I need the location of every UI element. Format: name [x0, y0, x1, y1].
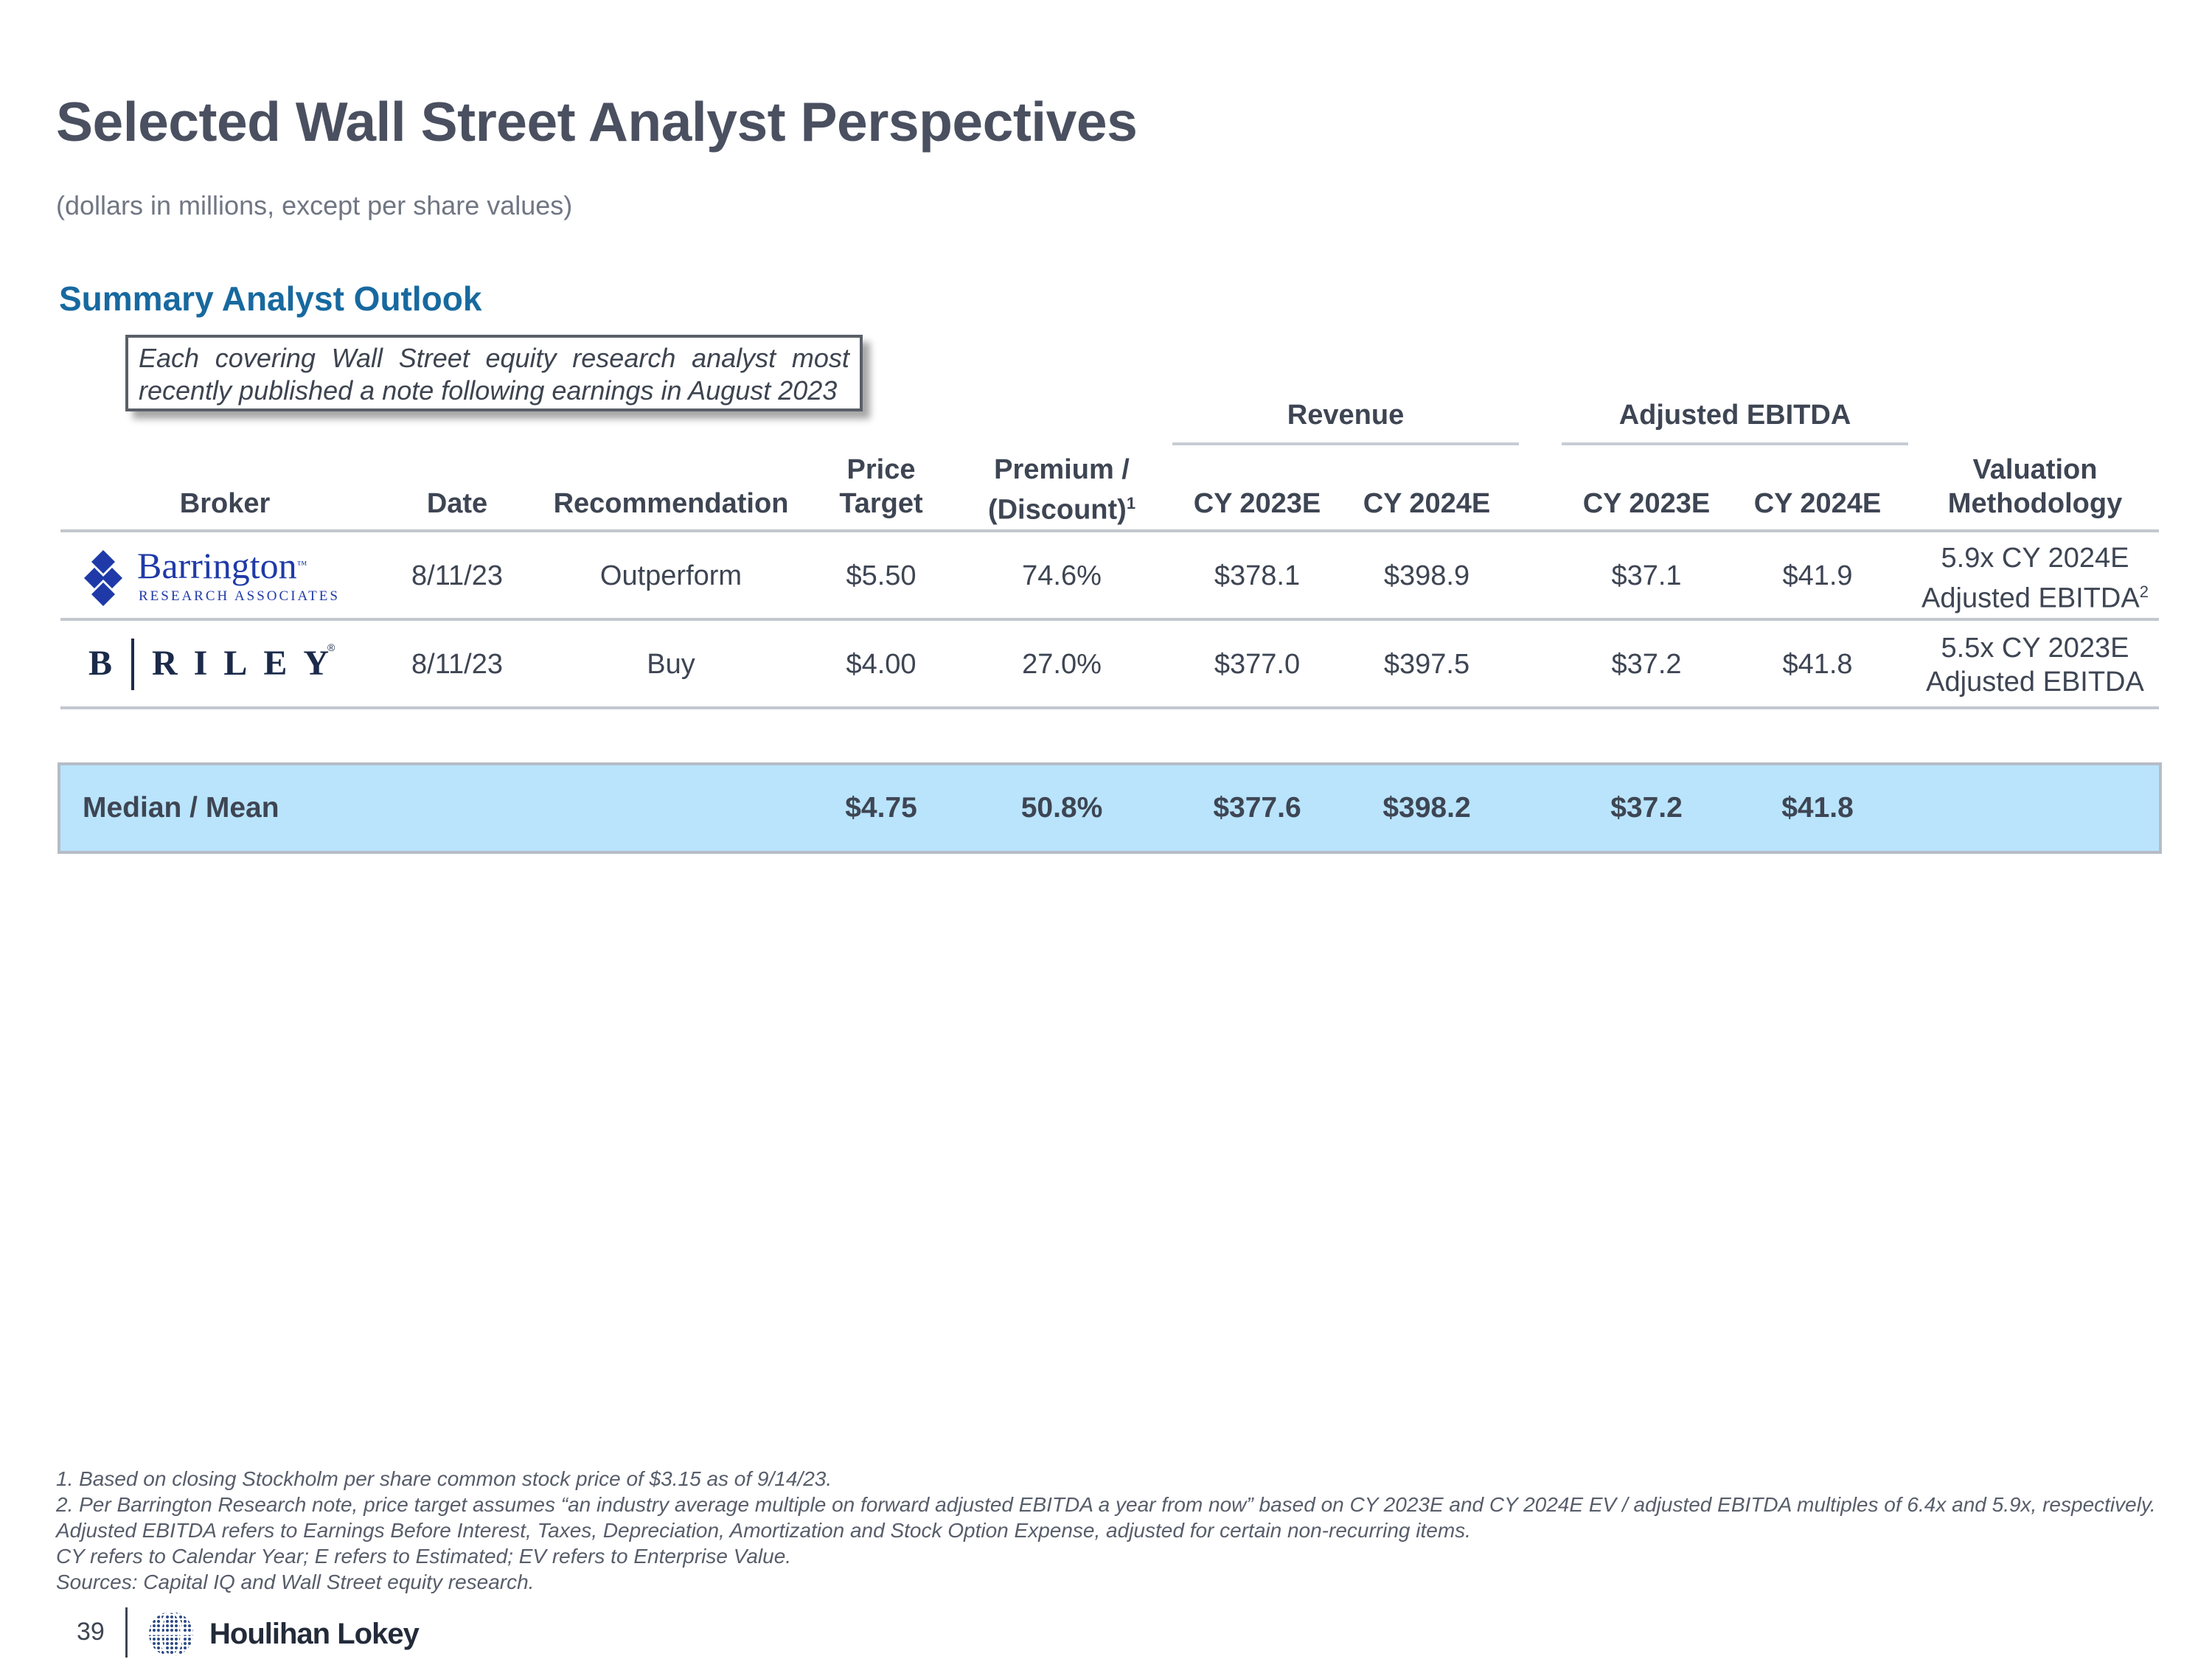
row-date: 8/11/23 — [411, 560, 503, 591]
note-word: covering — [215, 343, 316, 373]
note-callout: Each covering Wall Street equity researc… — [125, 335, 863, 411]
row-date: 8/11/23 — [411, 649, 503, 680]
row-valuation: 5.5x CY 2023E Adjusted EBITDA — [1917, 631, 2153, 699]
col-header-price-target: Price Target — [818, 453, 944, 521]
summary-ebitda-2023: $37.2 — [1610, 792, 1683, 824]
note-word: most — [791, 343, 849, 373]
col-header-recommendation: Recommendation — [553, 488, 789, 519]
row-premium: 74.6% — [1022, 560, 1102, 591]
footnote-sources: Sources: Capital IQ and Wall Street equi… — [56, 1571, 535, 1593]
note-line-1: Each covering Wall Street equity researc… — [139, 342, 849, 375]
valuation-label: Adjusted EBITDA — [1921, 582, 2140, 614]
briley-logo: B RILEY ® — [87, 639, 352, 690]
row-divider — [60, 618, 2159, 621]
summary-rev-2024: $398.2 — [1382, 792, 1471, 824]
summary-row — [58, 762, 2162, 854]
row-price-target: $5.50 — [846, 560, 917, 591]
summary-ebitda-2024: $41.8 — [1781, 792, 1854, 824]
row-rev-2023: $378.1 — [1214, 560, 1301, 591]
row-divider — [60, 706, 2159, 709]
barrington-wordmark: Barrington — [137, 545, 297, 586]
barrington-tagline: RESEARCH ASSOCIATES — [139, 588, 340, 604]
col-header-premium-line1: Premium / — [994, 454, 1130, 485]
col-header-valuation-line2: Methodology — [1947, 488, 2123, 519]
row-ebitda-2023: $37.1 — [1611, 560, 1682, 591]
group-header-ebitda: Adjusted EBITDA — [1618, 400, 1851, 431]
col-header-price-target-line1: Price — [846, 454, 916, 485]
row-price-target: $4.00 — [846, 649, 917, 680]
col-header-price-target-line2: Target — [839, 488, 923, 519]
barrington-logo: Barrington™ RESEARCH ASSOCIATES — [83, 545, 341, 606]
row-valuation: 5.9x CY 2024E Adjusted EBITDA2 — [1917, 541, 2153, 616]
note-word: Street — [398, 343, 470, 373]
barrington-tm: ™ — [296, 560, 307, 571]
row-ebitda-2024: $41.9 — [1782, 560, 1853, 591]
row-rev-2024: $397.5 — [1383, 649, 1470, 680]
col-header-premium: Premium / (Discount)1 — [973, 453, 1150, 527]
row-valuation-line1: 5.9x CY 2024E — [1941, 543, 2129, 574]
footnote-abbreviations: CY refers to Calendar Year; E refers to … — [56, 1545, 792, 1568]
row-recommendation: Buy — [647, 649, 695, 680]
footnote-ref-2: 2 — [2139, 582, 2149, 601]
col-header-date: Date — [426, 488, 488, 519]
note-word: Wall — [331, 343, 383, 373]
group-header-revenue: Revenue — [1287, 400, 1405, 431]
footnote-1: 1. Based on closing Stockholm per share … — [56, 1467, 832, 1490]
note-word: equity — [485, 343, 557, 373]
premium-label: (Discount) — [987, 494, 1127, 526]
summary-price-target: $4.75 — [845, 792, 917, 824]
note-word: analyst — [692, 343, 776, 373]
footnote-ref-1: 1 — [1126, 494, 1136, 512]
row-valuation-line2: Adjusted EBITDA — [1926, 667, 2144, 698]
houlihan-globe-icon — [149, 1610, 193, 1658]
row-ebitda-2023: $37.2 — [1611, 649, 1682, 680]
group-rule-ebitda — [1562, 442, 1908, 445]
summary-label: Median / Mean — [83, 792, 279, 824]
col-header-premium-line2: (Discount)1 — [973, 487, 1150, 527]
summary-rev-2023: $377.6 — [1213, 792, 1301, 824]
briley-registered: ® — [327, 641, 335, 653]
briley-wordmark: RILEY — [152, 644, 346, 683]
summary-premium: 50.8% — [1020, 792, 1103, 824]
row-premium: 27.0% — [1022, 649, 1102, 680]
page-title: Selected Wall Street Analyst Perspective… — [56, 91, 1138, 153]
row-valuation-line1: 5.5x CY 2023E — [1941, 633, 2129, 664]
footnote-2: 2. Per Barrington Research note, price t… — [56, 1493, 2156, 1516]
page-number: 39 — [77, 1618, 105, 1646]
col-header-rev-2024: CY 2024E — [1363, 488, 1491, 519]
col-header-valuation: Valuation Methodology — [1924, 453, 2146, 521]
col-header-ebitda-2023: CY 2023E — [1582, 488, 1711, 519]
note-word: Each — [139, 343, 200, 373]
row-rev-2023: $377.0 — [1214, 649, 1301, 680]
footer-brand: Houlihan Lokey — [209, 1618, 420, 1650]
footnotes: 1. Based on closing Stockholm per share … — [56, 1466, 2156, 1595]
group-rule-revenue — [1172, 442, 1519, 445]
footnote-ebitda-definition: Adjusted EBITDA refers to Earnings Befor… — [56, 1519, 1471, 1542]
row-rev-2024: $398.9 — [1383, 560, 1470, 591]
briley-b: B — [88, 644, 113, 683]
section-title: Summary Analyst Outlook — [59, 279, 482, 318]
note-word: research — [572, 343, 676, 373]
col-header-broker: Broker — [179, 488, 271, 519]
row-ebitda-2024: $41.8 — [1782, 649, 1853, 680]
barrington-diamond-icon — [84, 550, 122, 606]
col-header-rev-2023: CY 2023E — [1193, 488, 1321, 519]
page-subtitle: (dollars in millions, except per share v… — [56, 190, 573, 220]
header-rule — [60, 529, 2159, 532]
row-valuation-line2: Adjusted EBITDA2 — [1917, 575, 2153, 616]
note-line-2: recently published a note following earn… — [139, 375, 838, 406]
briley-divider — [131, 639, 134, 690]
row-recommendation: Outperform — [599, 560, 742, 591]
col-header-valuation-line1: Valuation — [1972, 454, 2098, 485]
col-header-ebitda-2024: CY 2024E — [1753, 488, 1882, 519]
footer-divider — [125, 1607, 128, 1658]
